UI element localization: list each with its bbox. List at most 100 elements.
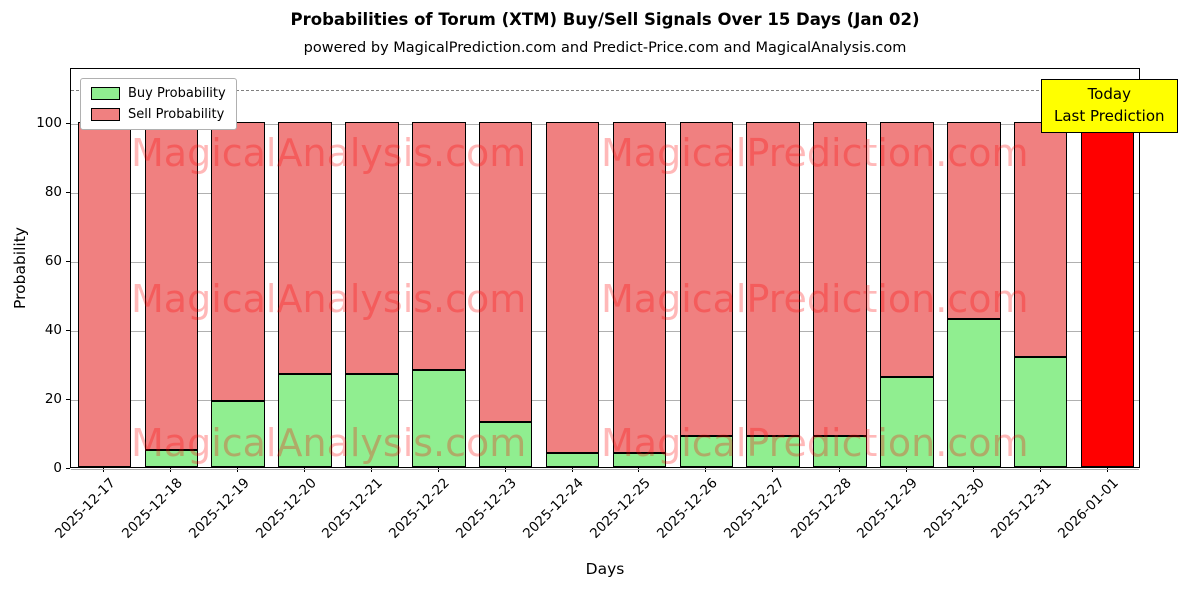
y-tick-mark: [66, 261, 70, 263]
watermark-text: MagicalAnalysis.com: [131, 421, 527, 465]
bar-sell-segment: [77, 122, 132, 467]
bar-buy-segment: [345, 373, 399, 467]
watermark-text: MagicalPrediction.com: [601, 131, 1029, 175]
bar-2025-12-31: [1013, 69, 1068, 467]
x-tick-mark: [839, 468, 841, 472]
gridline-y-0: [71, 469, 1139, 470]
bar-buy-segment: [144, 449, 199, 467]
chart-subtitle: powered by MagicalPrediction.com and Pre…: [303, 40, 907, 56]
bar-buy-segment: [612, 453, 667, 467]
x-tick-label: 2025-12-26: [653, 475, 721, 542]
y-tick-mark: [66, 192, 70, 194]
y-tick-mark: [66, 399, 70, 401]
gridline-y-100: [71, 124, 1139, 126]
legend-item-buy: Buy Probability: [91, 86, 226, 101]
x-tick-mark: [170, 468, 172, 472]
bar-sell-segment: [1080, 122, 1135, 467]
y-tick-label: 60: [44, 253, 62, 270]
x-tick-label: 2025-12-27: [720, 475, 788, 542]
bar-buy-segment: [211, 401, 265, 467]
x-tick-label: 2025-12-30: [921, 475, 989, 542]
y-tick-label: 80: [44, 184, 62, 201]
gridline-y-20: [71, 400, 1139, 402]
x-tick-label: 2025-12-31: [988, 475, 1056, 542]
y-tick-mark: [66, 123, 70, 125]
annotation-line1: Today: [1087, 85, 1131, 103]
bar-2025-12-22: [412, 69, 466, 467]
watermark-text: MagicalPrediction.com: [601, 277, 1029, 321]
x-tick-mark: [504, 468, 506, 472]
bar-2025-12-26: [679, 69, 734, 467]
bar-sell-segment: [813, 122, 867, 436]
x-tick-mark: [571, 468, 573, 472]
bar-sell-segment: [1013, 122, 1068, 357]
gridline-y-40: [71, 331, 1139, 333]
x-tick-mark: [638, 468, 640, 472]
bar-sell-segment: [880, 122, 934, 378]
x-tick-label: 2025-12-21: [319, 475, 387, 542]
x-tick-label: 2025-12-22: [386, 475, 454, 542]
watermark-text: MagicalAnalysis.com: [131, 277, 527, 321]
bar-buy-segment: [880, 377, 934, 467]
x-tick-mark: [972, 468, 974, 472]
x-tick-mark: [437, 468, 439, 472]
x-tick-label: 2025-12-18: [118, 475, 186, 542]
annotation-line2: Last Prediction: [1054, 106, 1165, 125]
gridline-y-60: [71, 262, 1139, 264]
watermark-text: MagicalPrediction.com: [601, 421, 1029, 465]
bar-sell-segment: [612, 122, 667, 454]
bar-2025-12-25: [612, 69, 667, 467]
y-tick-label: 0: [53, 460, 62, 476]
y-tick-mark: [66, 468, 70, 469]
bar-2025-12-20: [278, 69, 332, 467]
bar-buy-segment: [746, 435, 800, 467]
x-tick-mark: [1039, 468, 1041, 472]
bar-sell-segment: [545, 122, 600, 454]
bar-buy-segment: [412, 370, 466, 467]
gridline-y-80: [71, 193, 1139, 195]
bar-2025-12-21: [345, 69, 399, 467]
bar-sell-segment: [746, 122, 800, 436]
bar-2025-12-27: [746, 69, 800, 467]
x-tick-label: 2025-12-23: [453, 475, 521, 542]
bar-sell-segment: [679, 122, 734, 436]
y-tick-label: 100: [36, 115, 62, 132]
bar-sell-segment: [947, 122, 1001, 319]
bar-buy-segment: [679, 435, 734, 467]
x-tick-label: 2025-12-29: [854, 475, 922, 542]
x-tick-mark: [905, 468, 907, 472]
bar-2025-12-28: [813, 69, 867, 467]
x-tick-mark: [705, 468, 707, 472]
bar-2025-12-19: [211, 69, 265, 467]
chart-title: Probabilities of Torum (XTM) Buy/Sell Si…: [290, 10, 920, 29]
bar-sell-segment: [211, 122, 265, 402]
x-tick-label: 2025-12-19: [185, 475, 253, 542]
bar-buy-segment: [478, 422, 533, 467]
legend: Buy Probability Sell Probability: [80, 78, 237, 130]
y-tick-label: 40: [44, 322, 62, 339]
bar-sell-segment: [412, 122, 466, 371]
y-tick-label: 20: [44, 391, 62, 408]
bar-sell-segment: [345, 122, 399, 374]
x-tick-mark: [1106, 468, 1108, 472]
y-tick-mark: [66, 330, 70, 332]
bar-buy-segment: [947, 318, 1001, 467]
bar-buy-segment: [545, 453, 600, 467]
legend-label-sell: Sell Probability: [128, 107, 225, 122]
x-tick-mark: [304, 468, 306, 472]
watermark-text: MagicalAnalysis.com: [131, 131, 527, 175]
x-tick-mark: [237, 468, 239, 472]
x-tick-mark: [772, 468, 774, 472]
bar-sell-segment: [278, 122, 332, 374]
legend-item-sell: Sell Probability: [91, 107, 226, 122]
bar-2025-12-23: [478, 69, 533, 467]
bar-2025-12-24: [545, 69, 600, 467]
x-tick-label: 2025-12-17: [51, 475, 119, 542]
x-axis-label: Days: [585, 560, 625, 578]
x-tick-label: 2025-12-20: [252, 475, 320, 542]
x-tick-mark: [370, 468, 372, 472]
x-tick-mark: [103, 468, 105, 472]
bar-buy-segment: [813, 435, 867, 467]
x-tick-label: 2025-12-25: [586, 475, 654, 542]
